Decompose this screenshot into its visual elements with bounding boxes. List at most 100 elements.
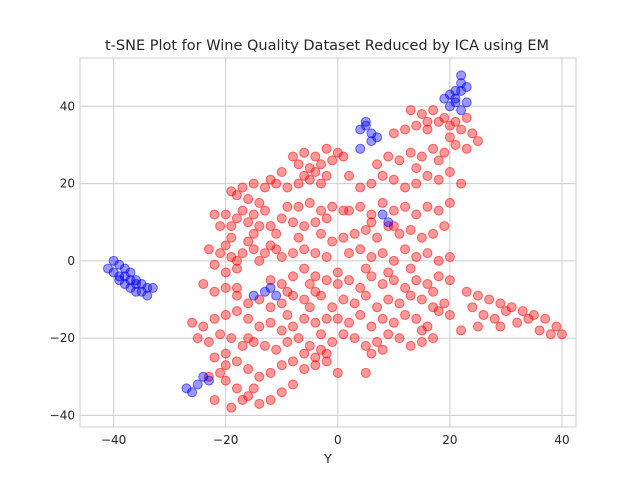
scatter-point (315, 290, 326, 301)
scatter-point (304, 174, 315, 185)
scatter-point (215, 221, 226, 232)
scatter-point (355, 124, 366, 135)
scatter-point (321, 143, 332, 154)
scatter-point (271, 178, 282, 189)
scatter-point (467, 302, 478, 313)
scatter-point (310, 317, 321, 328)
scatter-point (372, 336, 383, 347)
scatter-point (287, 248, 298, 259)
scatter-point (243, 194, 254, 205)
scatter-point (147, 282, 158, 293)
scatter-point (416, 151, 427, 162)
scatter-point (220, 348, 231, 359)
scatter-point (394, 333, 405, 344)
scatter-point (203, 244, 214, 255)
scatter-point (265, 240, 276, 251)
scatter-point (276, 387, 287, 398)
scatter-point (355, 244, 366, 255)
scatter-point (321, 213, 332, 224)
scatter-point (243, 313, 254, 324)
scatter-point (377, 248, 388, 259)
scatter-point (265, 394, 276, 405)
scatter-point (411, 209, 422, 220)
scatter-point (400, 309, 411, 320)
scatter-point (276, 166, 287, 177)
scatter-point (310, 151, 321, 162)
scatter-point (428, 333, 439, 344)
scatter-point (327, 236, 338, 247)
scatter-point (411, 120, 422, 131)
scatter-point (388, 275, 399, 286)
y-tick-label: −40 (50, 408, 75, 422)
scatter-point (321, 348, 332, 359)
scatter-point (265, 367, 276, 378)
scatter-point (355, 282, 366, 293)
scatter-point (472, 136, 483, 147)
scatter-point (254, 321, 265, 332)
scatter-point (119, 279, 130, 290)
scatter-point (254, 255, 265, 266)
scatter-point (405, 340, 416, 351)
scatter-point (428, 143, 439, 154)
scatter-point (338, 232, 349, 243)
scatter-point (315, 228, 326, 239)
scatter-point (271, 344, 282, 355)
scatter-point (366, 251, 377, 262)
scatter-point (433, 306, 444, 317)
scatter-point (439, 112, 450, 123)
scatter-point (456, 85, 467, 96)
scatter-point (114, 271, 125, 282)
scatter-point (428, 105, 439, 116)
scatter-point (450, 116, 461, 127)
scatter-point (198, 321, 209, 332)
scatter-point (338, 329, 349, 340)
scatter-point (215, 367, 226, 378)
scatter-point (433, 255, 444, 266)
scatter-point (388, 221, 399, 232)
scatter-point (416, 109, 427, 120)
scatter-point (276, 279, 287, 290)
scatter-point (299, 244, 310, 255)
scatter-point (360, 120, 371, 131)
scatter-point (310, 286, 321, 297)
scatter-point (276, 251, 287, 262)
scatter-point (422, 170, 433, 181)
scatter-point (304, 302, 315, 313)
scatter-point (344, 205, 355, 216)
scatter-point (192, 333, 203, 344)
scatter-point (383, 221, 394, 232)
scatter-point (282, 201, 293, 212)
scatter-point (377, 197, 388, 208)
scatter-point (366, 271, 377, 282)
scatter-point (226, 251, 237, 262)
scatter-point (422, 321, 433, 332)
scatter-point (304, 163, 315, 174)
scatter-point (472, 321, 483, 332)
plot-frame (79, 57, 577, 428)
scatter-point (495, 298, 506, 309)
scatter-point (344, 317, 355, 328)
scatter-point (254, 197, 265, 208)
scatter-point (500, 306, 511, 317)
scatter-point (248, 209, 259, 220)
scatter-point (344, 248, 355, 259)
scatter-point (310, 360, 321, 371)
scatter-point (198, 371, 209, 382)
scatter-point (265, 302, 276, 313)
scatter-point (237, 205, 248, 216)
scatter-point (450, 93, 461, 104)
scatter-point (416, 336, 427, 347)
scatter-point (388, 128, 399, 139)
scatter-point (226, 221, 237, 232)
scatter-point (243, 364, 254, 375)
scatter-point (400, 282, 411, 293)
scatter-point (220, 375, 231, 386)
scatter-point (321, 275, 332, 286)
scatter-point (461, 97, 472, 108)
scatter-point (131, 275, 142, 286)
scatter-point (349, 298, 360, 309)
scatter-point (192, 379, 203, 390)
scatter-point (248, 290, 259, 301)
scatter-point (265, 174, 276, 185)
scatter-point (428, 228, 439, 239)
